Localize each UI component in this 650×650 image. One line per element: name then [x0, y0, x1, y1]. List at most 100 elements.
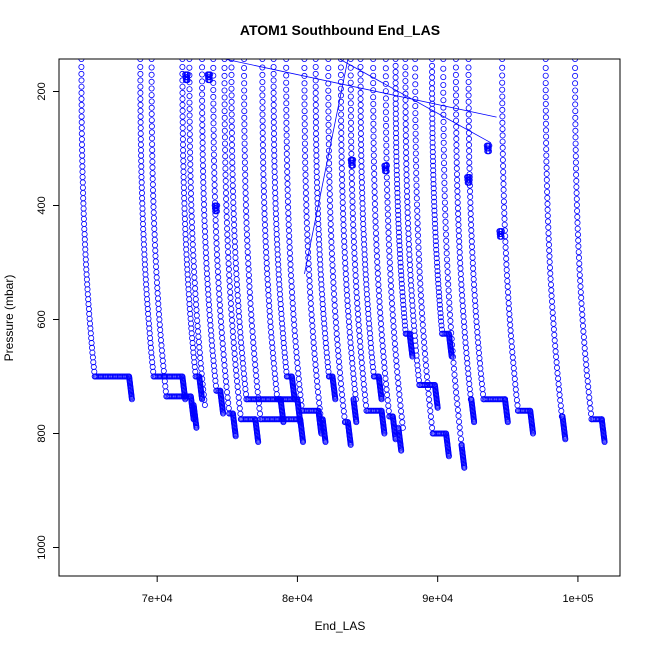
data-point — [554, 370, 561, 377]
data-point — [330, 279, 337, 286]
data-point — [221, 367, 228, 374]
data-point — [499, 132, 506, 139]
data-point — [222, 165, 229, 172]
data-point — [187, 155, 194, 162]
data-point — [392, 100, 399, 107]
data-point — [79, 168, 86, 175]
data-point — [145, 320, 152, 327]
data-point — [382, 73, 389, 80]
data-point — [573, 177, 580, 184]
data-point — [224, 231, 231, 238]
data-point — [314, 383, 321, 390]
data-point — [430, 171, 437, 178]
data-point — [290, 305, 297, 312]
data-point — [87, 320, 94, 327]
data-point — [80, 215, 87, 222]
data-point — [351, 386, 358, 393]
data-point — [270, 130, 277, 137]
data-point — [273, 215, 280, 222]
data-point — [241, 380, 248, 387]
data-point — [271, 141, 278, 148]
data-point — [192, 290, 199, 297]
data-point — [88, 339, 95, 346]
data-point — [381, 370, 388, 377]
data-point — [187, 310, 194, 317]
data-point — [313, 163, 320, 170]
data-point — [267, 318, 274, 325]
data-point — [371, 200, 378, 207]
data-point — [325, 108, 332, 115]
data-point — [346, 323, 353, 330]
data-point — [452, 377, 459, 384]
data-point — [188, 201, 195, 208]
data-point — [383, 168, 390, 175]
data-point — [347, 86, 354, 93]
data-point — [211, 372, 218, 379]
data-point — [394, 185, 401, 192]
data-point — [291, 321, 298, 328]
data-point — [245, 266, 252, 273]
data-point — [149, 181, 156, 188]
data-point — [375, 287, 382, 294]
data-point — [268, 329, 275, 336]
data-point — [554, 364, 561, 371]
data-point — [202, 239, 209, 246]
data-point — [158, 342, 165, 349]
data-point — [358, 174, 365, 181]
data-point — [83, 261, 90, 268]
data-point — [199, 85, 206, 92]
data-point — [148, 104, 155, 111]
data-point — [436, 301, 443, 308]
data-point — [247, 300, 254, 307]
data-point — [192, 296, 199, 303]
data-point — [347, 441, 354, 448]
data-point — [149, 152, 156, 159]
data-point — [350, 221, 357, 228]
data-point — [557, 402, 564, 409]
data-point — [429, 139, 436, 146]
data-point — [244, 254, 251, 261]
data-point — [212, 222, 219, 229]
data-point — [303, 207, 310, 214]
data-point — [137, 130, 144, 137]
data-point — [148, 349, 155, 356]
data-point — [573, 183, 580, 190]
data-point — [322, 335, 329, 342]
data-point — [465, 375, 472, 382]
data-point — [243, 207, 250, 214]
data-point — [542, 80, 549, 87]
data-point — [405, 225, 412, 232]
data-point — [509, 349, 516, 356]
data-point — [310, 339, 317, 346]
data-point — [392, 95, 399, 102]
data-point — [367, 335, 374, 342]
data-point — [509, 354, 516, 361]
data-point — [336, 364, 343, 371]
data-point — [573, 201, 580, 208]
data-point — [337, 380, 344, 387]
data-point — [137, 147, 144, 154]
data-point — [486, 142, 493, 149]
data-point — [303, 195, 310, 202]
data-point — [499, 93, 506, 100]
data-point — [416, 268, 423, 275]
data-point — [440, 160, 447, 167]
data-point — [454, 188, 461, 195]
data-point — [373, 247, 380, 254]
data-point — [429, 130, 436, 137]
data-point — [467, 216, 474, 223]
data-point — [418, 304, 425, 311]
data-point — [186, 99, 193, 106]
data-point — [396, 238, 403, 245]
data-point — [473, 318, 480, 325]
data-point — [222, 177, 229, 184]
data-point — [421, 339, 428, 346]
data-point — [366, 320, 373, 327]
data-point — [302, 153, 309, 160]
data-point — [337, 79, 344, 86]
data-point — [284, 192, 291, 199]
data-point — [239, 360, 246, 367]
data-point — [456, 424, 463, 431]
data-point — [393, 176, 400, 183]
data-point — [501, 221, 508, 228]
